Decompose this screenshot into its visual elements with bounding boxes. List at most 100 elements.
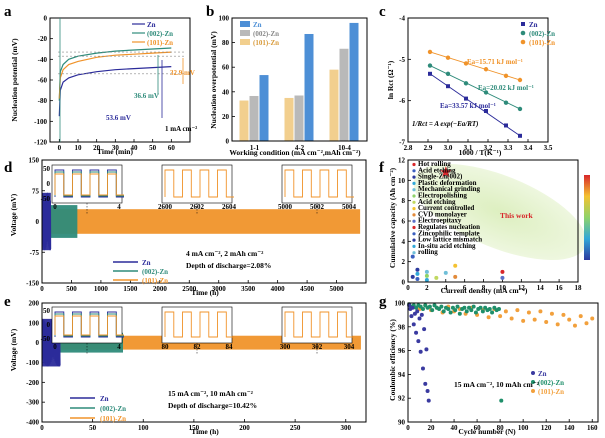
d-inset-xtick-0: 4 xyxy=(117,203,121,211)
f-xticks: 0 2 4 6 8 10 12 14 16 18 xyxy=(406,279,582,292)
e-annot-dod: Depth of discharge=10.42% xyxy=(168,401,257,410)
f-legend-marker-11 xyxy=(412,232,416,236)
panel-label-g: g xyxy=(379,294,387,310)
g-ytick-label: 96 xyxy=(398,347,406,355)
g-legend-002-swatch xyxy=(531,380,535,384)
c-point xyxy=(445,55,451,60)
f-point xyxy=(443,270,448,275)
f-point xyxy=(410,254,415,259)
e-inset-trace-2-0 xyxy=(284,311,354,338)
d-band-2 xyxy=(42,209,361,234)
d-xticks: 0 500 1000 1500 2000 2500 3000 3500 4000 4500 5000 xyxy=(40,280,344,293)
e-inset-xtick-1: 80 xyxy=(162,343,170,351)
f-point xyxy=(453,274,458,279)
b-frame xyxy=(231,17,368,142)
f-legend-marker-12 xyxy=(412,238,416,242)
e-xticks: 0 50 100 150 200 250 300 xyxy=(40,419,352,432)
a-annot-current: 1 mA cm⁻² xyxy=(165,125,197,133)
c-point xyxy=(503,73,509,79)
c-ytick-label: -4 xyxy=(399,15,405,23)
a-xticks: 0 10 20 30 40 50 60 xyxy=(58,139,175,152)
g-point xyxy=(430,308,435,313)
e-inset-xtick-2: 300 xyxy=(280,343,291,351)
e-xtick-label: 150 xyxy=(189,424,200,432)
c-point xyxy=(518,133,522,138)
a-xtick-label: 0 xyxy=(58,144,62,152)
g-legend-zn: Zn xyxy=(538,370,547,378)
e-xtick-label: 250 xyxy=(290,424,301,432)
f-point xyxy=(424,269,429,274)
f-xtick-label: 0 xyxy=(406,284,410,292)
f-legend-item-2: Single-Zn(002) xyxy=(418,173,463,181)
c-point xyxy=(428,71,432,76)
d-ytick-label: -150 xyxy=(26,280,39,288)
f-point xyxy=(415,276,420,281)
b-legend-zn-swatch xyxy=(240,21,250,27)
g-point xyxy=(441,309,446,314)
a-xtick-label: 20 xyxy=(93,144,101,152)
e-ytick-label: -100 xyxy=(26,359,39,367)
g-point xyxy=(453,308,458,313)
a-ylabel: Nucleation potential (mV) xyxy=(10,38,19,122)
e-xtick-label: 300 xyxy=(341,424,352,432)
b-ytick-label: 40 xyxy=(222,88,230,96)
f-points xyxy=(410,166,505,282)
g-point xyxy=(446,306,451,311)
c-annot-eq: 1/Rct = A exp(−Ea/RT) xyxy=(412,120,479,128)
g-point xyxy=(420,366,425,371)
c-point xyxy=(427,49,433,55)
b-legend-101-swatch xyxy=(240,39,250,45)
f-ytick-label: 4 xyxy=(402,238,406,246)
c-xtick-label: 2.9 xyxy=(424,144,433,152)
panel-a: Nucleation potential (mV) Time (min) 0 -2… xyxy=(10,15,197,157)
g-point xyxy=(439,304,444,309)
f-legend-item-8: CVD monolayer xyxy=(418,210,467,218)
e-inset-ytick-0: 50 xyxy=(43,307,51,315)
e-ylabel: Voltage (mV) xyxy=(9,328,18,371)
g-point xyxy=(462,305,467,310)
g-point xyxy=(487,306,492,311)
e-ytick-label: -300 xyxy=(26,399,39,407)
e-inset-xtick-0: 4 xyxy=(117,343,121,351)
f-legend-item-3: Plastic deformation xyxy=(418,179,477,187)
f-yticks: 0 2 4 6 8 10 12 xyxy=(398,157,411,287)
d-inset-xtick-2: 5004 xyxy=(342,203,357,211)
g-legend-002: (002)-Zn xyxy=(538,379,564,387)
f-ytick-label: 0 xyxy=(402,279,406,287)
d-xtick-label: 3000 xyxy=(212,285,227,293)
c-point xyxy=(504,123,508,128)
g-point xyxy=(418,349,423,354)
c-points xyxy=(427,49,523,138)
d-inset-trace-0-2 xyxy=(54,173,124,196)
f-annot-thiswork: This work xyxy=(500,211,534,220)
c-xtick-label: 3.5 xyxy=(544,144,553,152)
a-ytick-label: -20 xyxy=(38,35,48,43)
g-point xyxy=(503,309,508,314)
g-xtick-label: 120 xyxy=(541,424,552,432)
a-ytick-label: -80 xyxy=(38,97,48,105)
panel-g: Coulombic efficiency (%) Cycle number (N… xyxy=(388,300,599,436)
c-annot-ea002: Ea=20.02 kJ mol⁻¹ xyxy=(478,84,534,92)
g-point xyxy=(420,306,425,311)
b-legend-002: (002)-Zn xyxy=(253,30,279,38)
g-point xyxy=(584,321,589,326)
d-xtick-label: 2000 xyxy=(153,285,168,293)
b-legend-zn: Zn xyxy=(253,21,262,29)
c-point xyxy=(427,63,433,68)
f-ylabel: Cumulative capacity (Ah cm⁻²) xyxy=(388,167,397,268)
f-point xyxy=(424,273,429,278)
panel-label-e: e xyxy=(4,294,11,310)
b-xtick-label: 10-4 xyxy=(338,144,351,152)
c-point xyxy=(463,61,469,66)
g-point xyxy=(572,323,577,328)
c-point xyxy=(517,77,523,83)
f-xtick-label: 14 xyxy=(537,284,545,292)
panel-c: ln Rct (Ω⁻¹) 1000 / T(K⁻¹) -4 -5 -6 -7 2.8 2… xyxy=(386,15,555,158)
c-point xyxy=(463,81,469,86)
b-ytick-label: 60 xyxy=(222,64,230,72)
a-xlabel: Time (min) xyxy=(97,147,133,156)
b-yticks: 0 20 40 60 80 100 xyxy=(219,15,235,146)
b-xlabel: Working condition (mA cm⁻²,mAh cm⁻²) xyxy=(229,148,361,157)
e-xtick-label: 100 xyxy=(138,424,149,432)
g-point xyxy=(538,309,543,314)
